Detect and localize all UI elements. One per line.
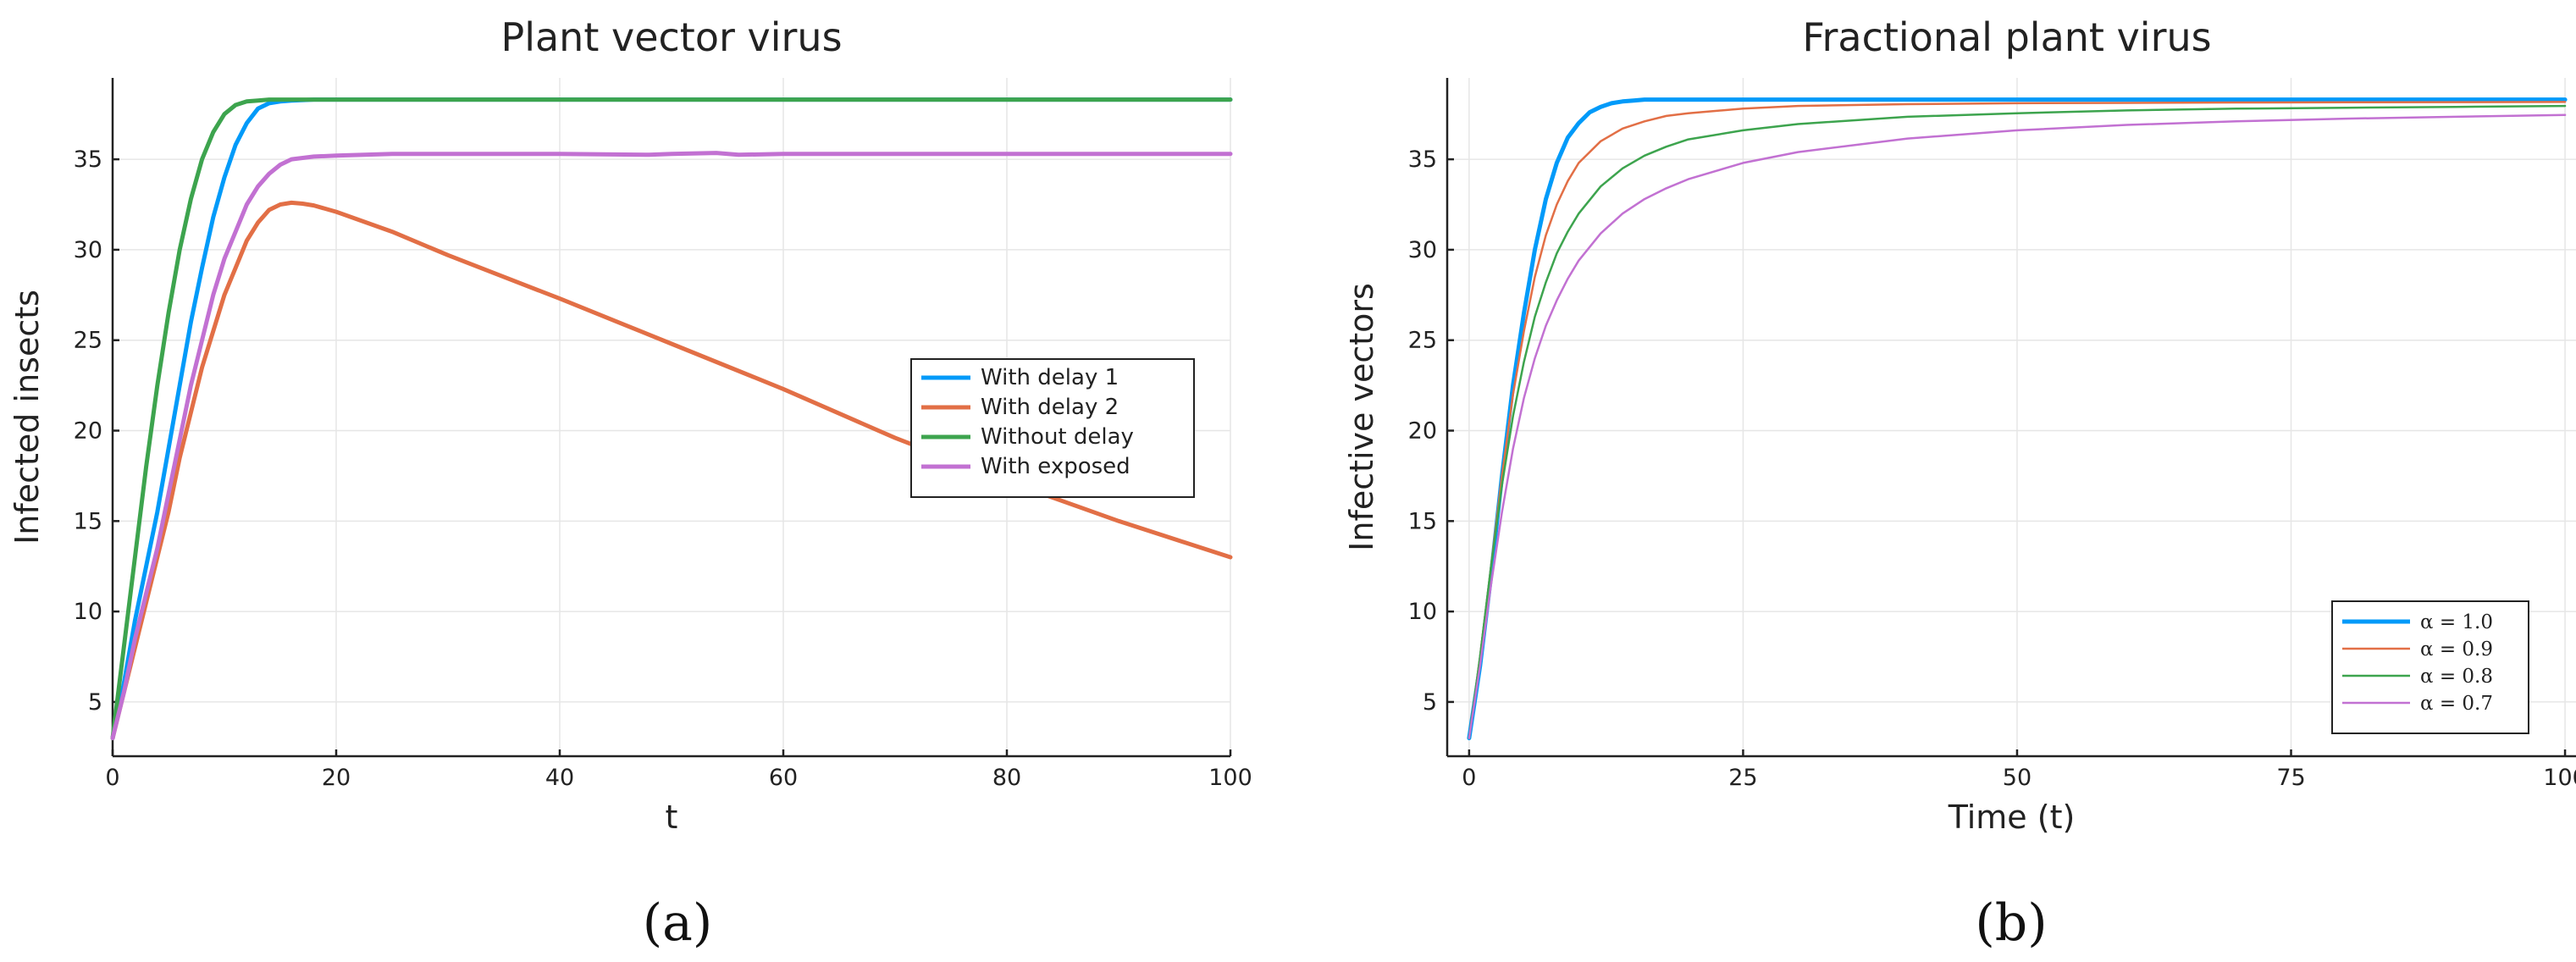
y-tick-label: 5 xyxy=(88,689,102,716)
y-tick-label: 15 xyxy=(1408,508,1437,534)
x-axis-label: Time (t) xyxy=(1948,799,2076,836)
panel-label-a: (a) xyxy=(643,893,713,953)
x-tick-label: 100 xyxy=(1208,765,1252,791)
chart-panel-b: 0 25 50 75 100 5 10 15 20 25 30 35 Fractional plant … xyxy=(1343,14,2576,836)
y-tick-label: 25 xyxy=(74,328,102,354)
y-tick-label: 35 xyxy=(1408,147,1437,173)
x-tick-label: 0 xyxy=(105,765,119,791)
x-axis-label: t xyxy=(666,799,678,836)
x-tick-label: 80 xyxy=(992,765,1021,791)
series-line-2 xyxy=(1468,101,2567,739)
y-tick-label: 25 xyxy=(1408,328,1437,354)
legend: α = 1.0 α = 0.9 α = 0.8 α = 0.7 xyxy=(2331,600,2529,734)
series-line-3 xyxy=(110,97,1233,741)
x-tick-label: 0 xyxy=(1462,765,1476,791)
y-tick-label: 15 xyxy=(74,508,102,534)
legend-box xyxy=(910,358,1195,498)
legend-label: With delay 1 xyxy=(981,365,1119,390)
series-line-4 xyxy=(110,151,1233,741)
series-line-1 xyxy=(1467,97,2568,741)
legend-label: With exposed xyxy=(981,454,1130,479)
y-tick-label: 35 xyxy=(74,147,102,173)
x-tick-label: 40 xyxy=(545,765,574,791)
y-tick-label: 30 xyxy=(1408,237,1437,263)
y-tick-label: 20 xyxy=(74,418,102,445)
legend-label: α = 1.0 xyxy=(2420,611,2493,633)
legend-box xyxy=(2331,600,2529,734)
y-tick-label: 10 xyxy=(1408,599,1437,625)
panel-label-b: (b) xyxy=(1975,893,2047,953)
x-tick-label: 75 xyxy=(2276,765,2305,791)
y-axis-label: Infective vectors xyxy=(1343,283,1380,551)
legend-label: Without delay xyxy=(981,424,1134,450)
x-tick-label: 20 xyxy=(322,765,351,791)
legend-label: α = 0.8 xyxy=(2420,666,2493,688)
chart-title: Plant vector virus xyxy=(500,14,842,60)
x-tick-label: 60 xyxy=(769,765,798,791)
y-axis-label: Infected insects xyxy=(8,290,46,545)
x-tick-label: 100 xyxy=(2543,765,2576,791)
y-tick-label: 30 xyxy=(74,237,102,263)
x-tick-label: 50 xyxy=(2003,765,2032,791)
y-tick-label: 5 xyxy=(1423,689,1437,716)
y-tick-label: 20 xyxy=(1408,418,1437,445)
x-tick-label: 25 xyxy=(1728,765,1757,791)
series-line-4 xyxy=(1468,113,2567,739)
legend-label: α = 0.9 xyxy=(2420,639,2493,661)
series-line-3 xyxy=(1468,104,2567,739)
chart-title: Fractional plant virus xyxy=(1802,14,2211,60)
y-tick-label: 10 xyxy=(74,599,102,625)
legend: With delay 1 With delay 2 Without delay Wit… xyxy=(910,358,1195,498)
legend-label: α = 0.7 xyxy=(2420,693,2493,715)
series-line-2 xyxy=(110,200,1233,741)
legend-label: With delay 2 xyxy=(981,395,1119,420)
chart-panel-a: 0 20 40 60 80 100 5 10 15 20 25 30 35 Plant vector vi… xyxy=(8,14,1252,836)
